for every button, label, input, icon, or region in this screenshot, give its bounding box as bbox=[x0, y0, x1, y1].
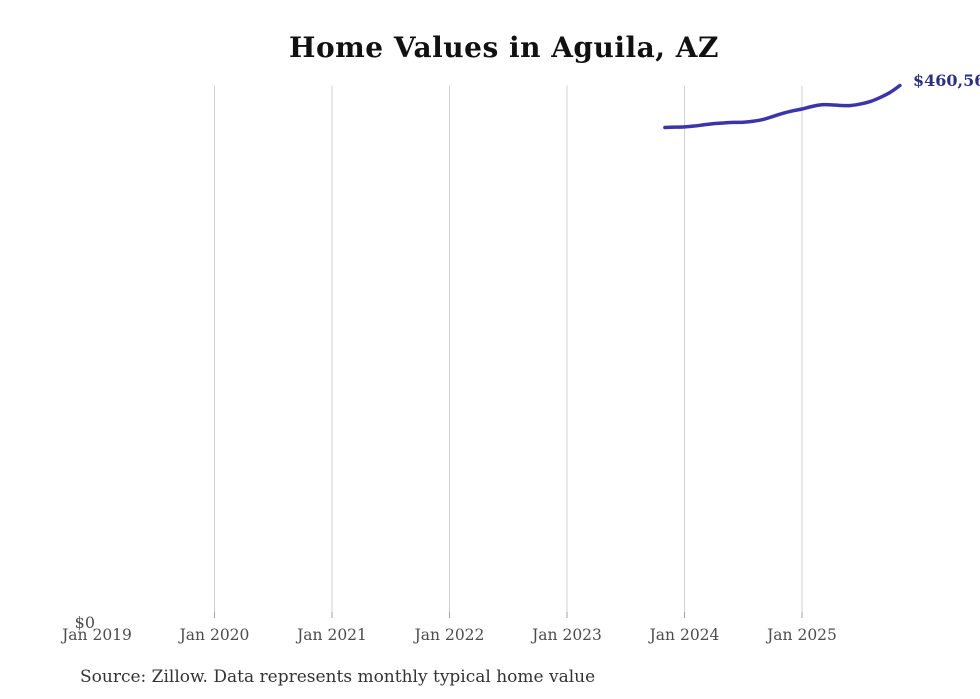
x-axis-tick-labels: Jan 2019 Jan 2020 Jan 2021 Jan 2022 Jan 2023… bbox=[60, 626, 837, 644]
x-tick-label-jan-2025: Jan 2025 bbox=[765, 626, 837, 644]
gridlines bbox=[214, 85, 803, 618]
x-tick-label-jan-2019: Jan 2019 bbox=[60, 626, 132, 644]
x-tick-label-jan-2021: Jan 2021 bbox=[295, 626, 367, 644]
x-tick-label-jan-2020: Jan 2020 bbox=[178, 626, 250, 644]
latest-value-label: $460,560 bbox=[913, 71, 980, 90]
source-note: Source: Zillow. Data represents monthly … bbox=[80, 667, 596, 687]
y-axis-zero-label: $0 bbox=[75, 613, 95, 632]
x-tick-label-jan-2022: Jan 2022 bbox=[413, 626, 485, 644]
home-value-series-line bbox=[663, 83, 902, 130]
x-tick-label-jan-2024: Jan 2024 bbox=[648, 626, 720, 644]
x-tick-label-jan-2023: Jan 2023 bbox=[530, 626, 602, 644]
